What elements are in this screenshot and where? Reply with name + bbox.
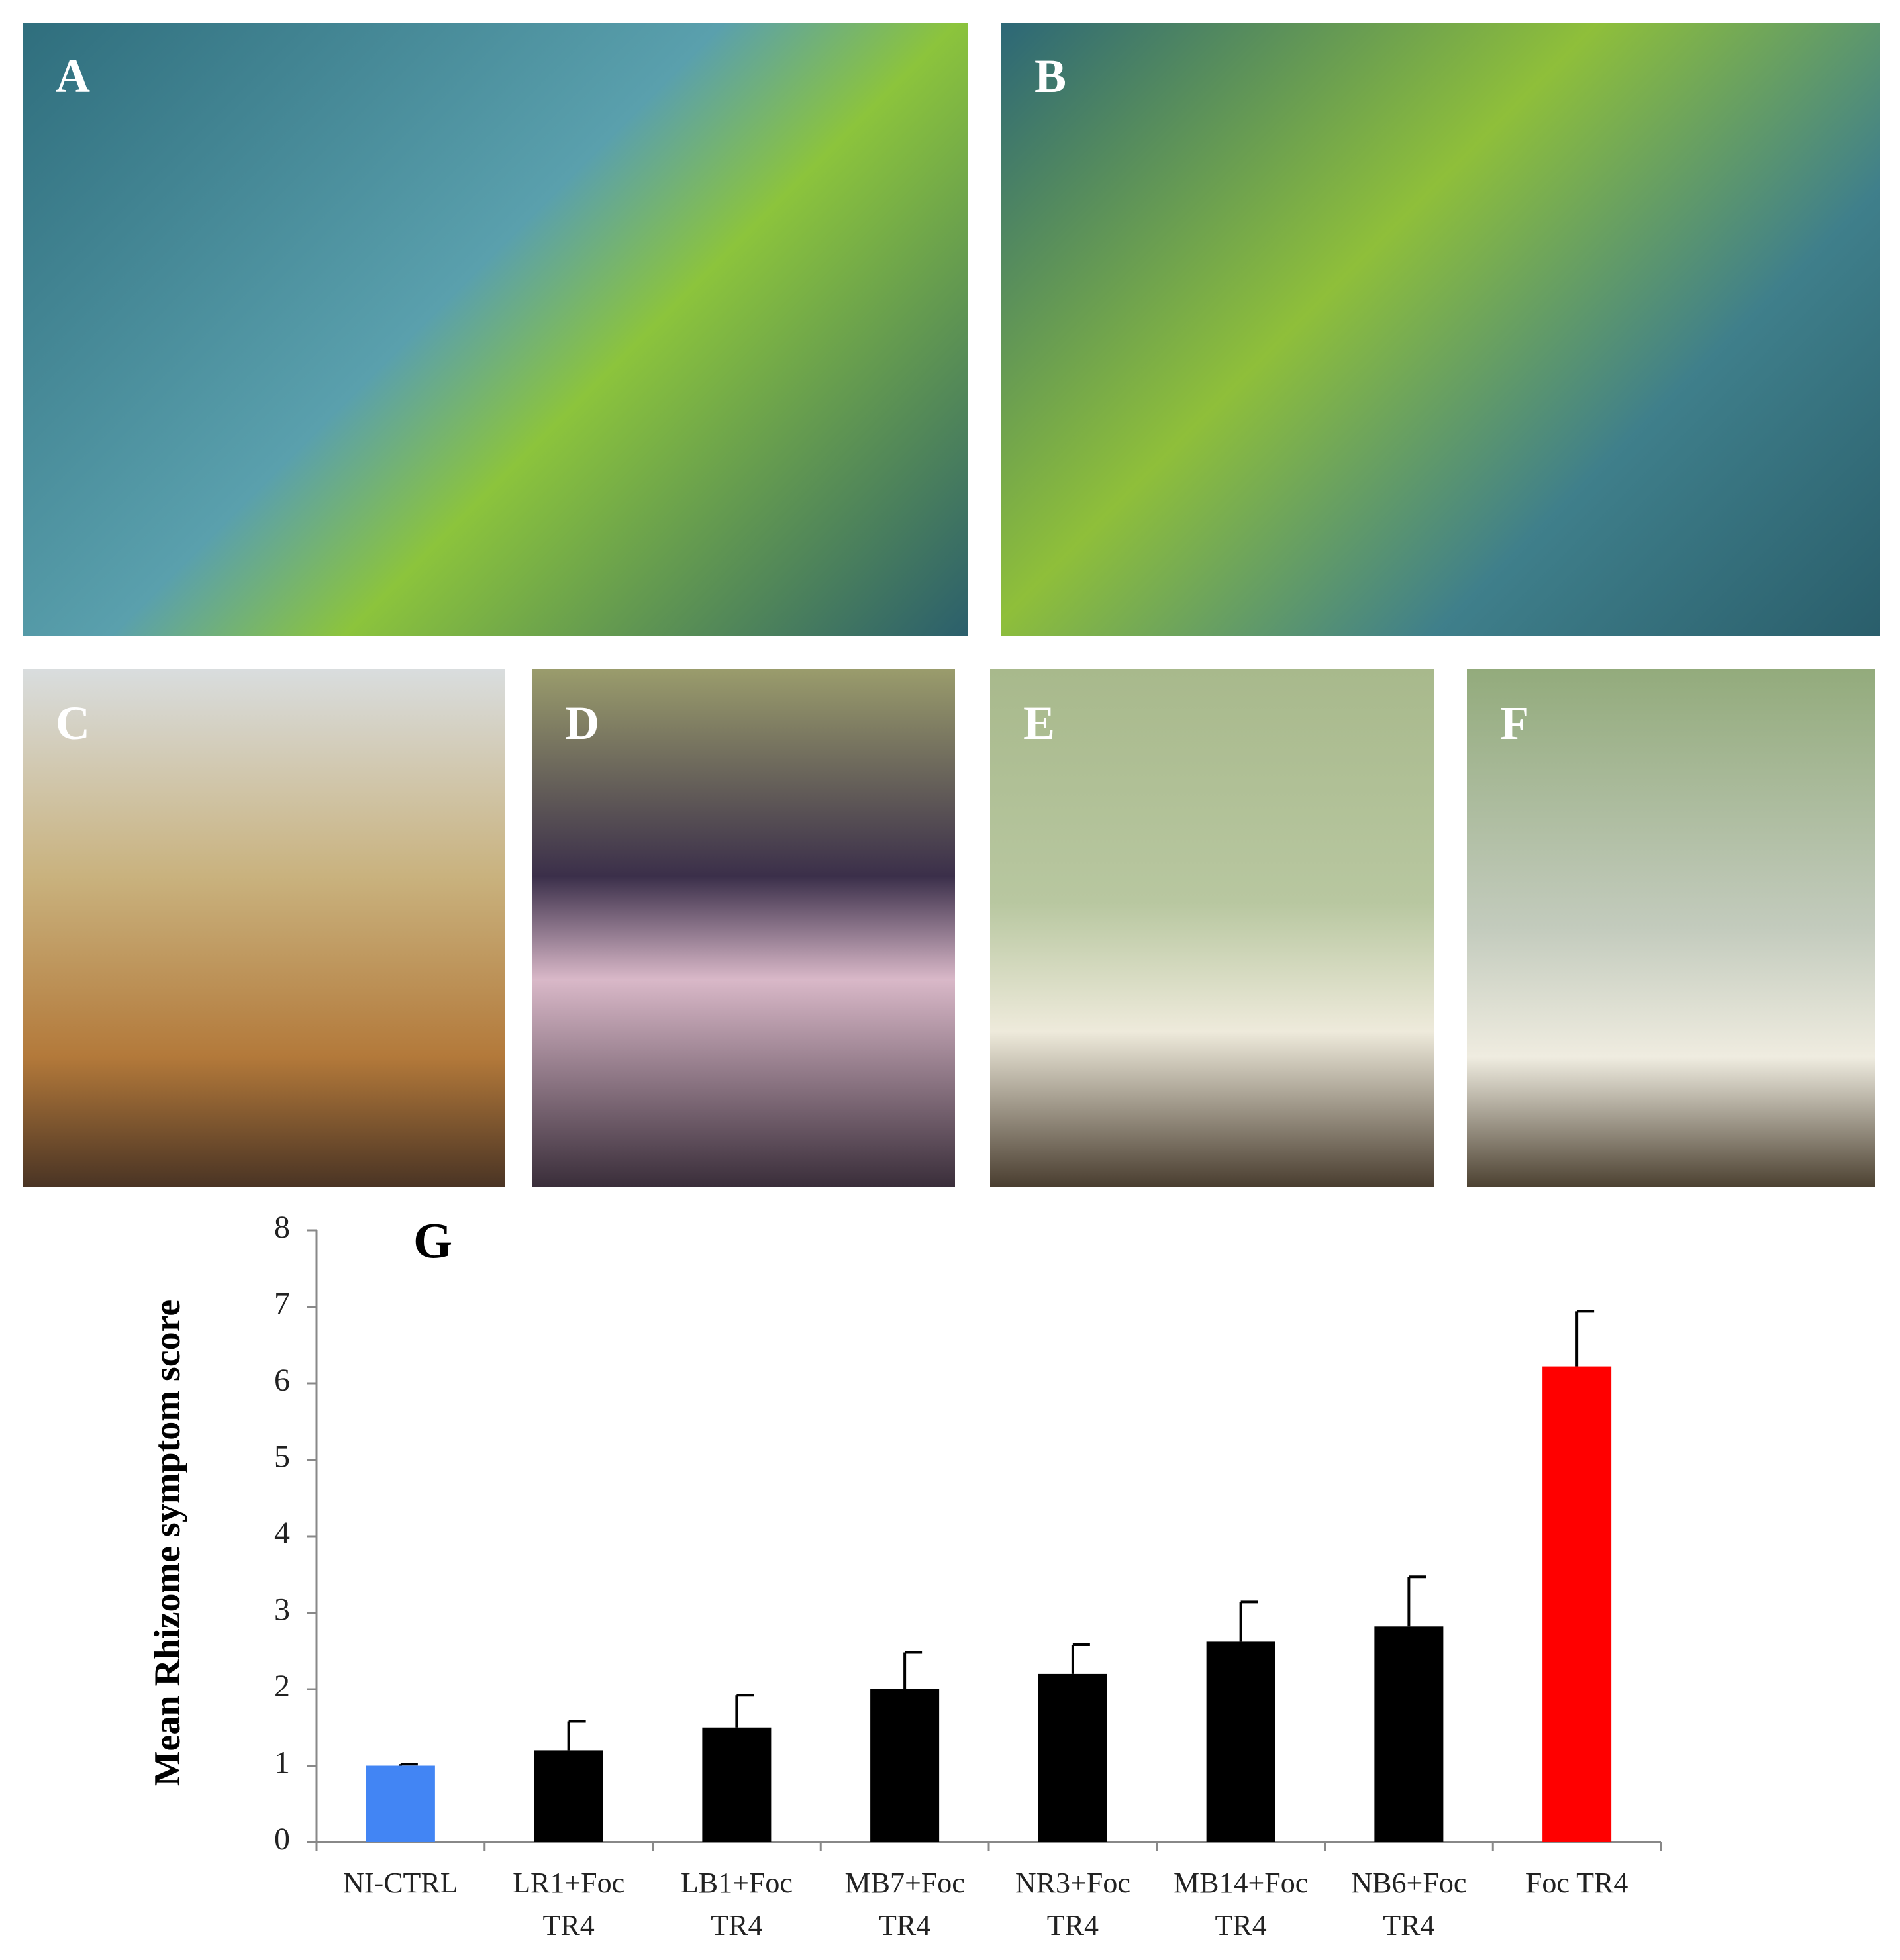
y-tick-label: 8 — [274, 1210, 290, 1245]
x-tick-label: LB1+Foc TR4 — [680, 1867, 793, 1941]
y-tick-label: 6 — [274, 1363, 290, 1398]
bar — [366, 1765, 435, 1842]
x-tick-label: MB7+Foc TR4 — [844, 1867, 965, 1941]
panel-label: E — [1023, 697, 1056, 750]
y-tick-label: 1 — [274, 1745, 290, 1781]
bar — [1206, 1642, 1275, 1842]
y-axis-label: Mean Rhizome symptom score — [147, 1300, 188, 1787]
x-tick-label: LR1+Foc TR4 — [513, 1867, 625, 1941]
photo-e: E — [990, 669, 1434, 1187]
panel-label: G — [413, 1213, 452, 1269]
x-tick-label: Foc TR4 — [1525, 1867, 1628, 1899]
y-tick-label: 5 — [274, 1440, 290, 1475]
bar — [1038, 1673, 1107, 1842]
bar — [870, 1689, 940, 1842]
y-tick-label: 0 — [274, 1822, 290, 1857]
y-tick-label: 2 — [274, 1669, 290, 1704]
panel-label: B — [1034, 50, 1067, 103]
x-tick-label: NR3+Foc TR4 — [1015, 1867, 1130, 1941]
photo-d: D — [532, 669, 955, 1187]
y-tick-label: 4 — [274, 1516, 290, 1551]
x-tick-label: NB6+Foc TR4 — [1351, 1867, 1467, 1941]
bar — [534, 1750, 603, 1842]
y-tick-label: 7 — [274, 1287, 290, 1322]
photo-c: C — [23, 669, 505, 1187]
photo-a: A — [23, 23, 968, 636]
photo-b: B — [1001, 23, 1880, 636]
x-tick-label: NI-CTRL — [343, 1867, 458, 1899]
x-tick-label: MB14+Foc TR4 — [1173, 1867, 1309, 1941]
panel-label: F — [1500, 697, 1529, 750]
panel-label: D — [565, 697, 599, 750]
bar — [702, 1727, 772, 1842]
panel-label: C — [56, 697, 90, 750]
y-tick-label: 3 — [274, 1592, 290, 1628]
bar — [1542, 1366, 1612, 1842]
panel-label: A — [56, 50, 90, 103]
photo-f: F — [1467, 669, 1875, 1187]
bar — [1374, 1626, 1444, 1842]
